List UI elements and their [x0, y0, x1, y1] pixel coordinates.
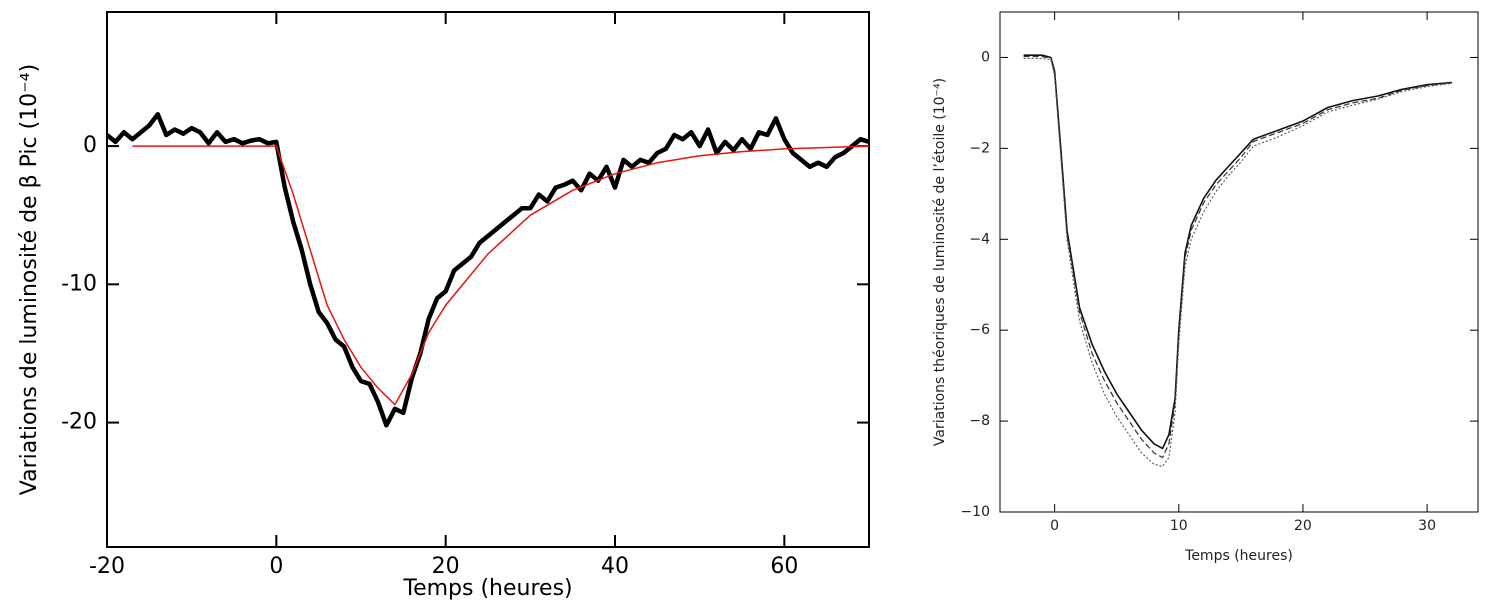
x-tick-label: 20 — [432, 554, 460, 579]
y-tick-label: −4 — [969, 231, 990, 247]
x-tick-label: -20 — [89, 554, 125, 579]
data-line — [105, 112, 870, 428]
y-tick-label: −10 — [960, 504, 990, 520]
data-line — [132, 145, 870, 406]
x-axis-label: Temps (heures) — [402, 576, 572, 601]
y-tick-label: −6 — [969, 322, 990, 338]
plot-frame — [999, 11, 1479, 513]
x-tick-label: 40 — [601, 554, 629, 579]
x-tick-label: 0 — [269, 554, 283, 579]
y-tick-label: 0 — [981, 49, 990, 65]
y-tick-label: -10 — [61, 271, 97, 296]
x-tick-label: 10 — [1170, 518, 1188, 534]
y-axis-label: Variations théoriques de luminosité de l… — [932, 78, 948, 446]
y-axis-label: Variations de luminosité de β Pic (10⁻⁴) — [17, 64, 42, 495]
y-tick-label: 0 — [83, 133, 97, 158]
data-line — [1023, 57, 1452, 468]
x-tick-label: 20 — [1294, 518, 1312, 534]
x-tick-label: 30 — [1418, 518, 1436, 534]
x-tick-label: 0 — [1050, 518, 1059, 534]
plot-frame — [106, 11, 870, 548]
y-tick-label: −8 — [969, 413, 990, 429]
data-line — [1023, 54, 1452, 450]
x-tick-label: 60 — [770, 554, 798, 579]
y-tick-label: -20 — [61, 410, 97, 435]
data-line — [1023, 55, 1452, 459]
y-tick-label: −2 — [969, 140, 990, 156]
x-axis-label: Temps (heures) — [1184, 548, 1293, 564]
